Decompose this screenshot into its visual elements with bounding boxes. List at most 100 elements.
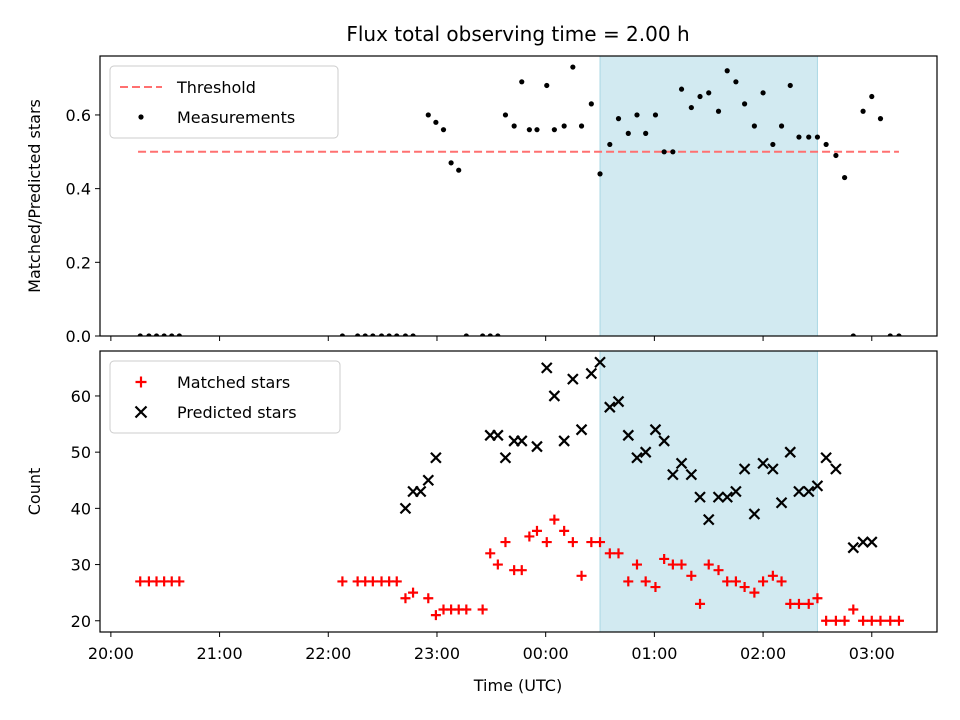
y-tick-label: 20 <box>71 612 91 631</box>
measurements-point <box>362 333 368 336</box>
matched-stars-point <box>650 582 661 593</box>
measurements-point <box>578 123 585 129</box>
measurements-point <box>814 134 821 140</box>
y-axis-title: Matched/Predicted stars <box>25 99 44 293</box>
x-tick-label: 00:00 <box>523 644 569 663</box>
measurements-point <box>448 160 454 166</box>
measurements-point <box>495 333 501 336</box>
matched-stars-point <box>676 559 687 570</box>
y-tick-label: 30 <box>71 556 91 575</box>
measurements-point <box>634 112 640 118</box>
predicted-stars-point <box>857 536 869 548</box>
predicted-stars-point <box>492 429 504 442</box>
matched-stars-point <box>576 570 587 581</box>
measurements-point <box>425 112 431 118</box>
legend-label-measurements: Measurements <box>177 108 295 127</box>
matched-stars-point <box>567 537 578 548</box>
y-tick-label: 0.4 <box>66 180 91 199</box>
matched-stars-point <box>793 598 804 609</box>
legend-label-predicted-stars: Predicted stars <box>177 403 297 422</box>
measurements-point <box>652 112 659 118</box>
predicted-stars-point <box>757 457 769 470</box>
x-tick-label: 22:00 <box>305 644 351 663</box>
chart-title: Flux total observing time = 2.00 h <box>346 22 689 46</box>
predicted-stars-point <box>685 468 698 481</box>
measurements-point <box>551 127 557 133</box>
matched-stars-point <box>686 570 697 581</box>
measurements-point <box>896 333 902 336</box>
measurements-point <box>823 141 829 148</box>
predicted-stars-point <box>767 463 779 475</box>
measurements-point <box>519 79 525 85</box>
matched-stars-point <box>477 604 488 615</box>
predicted-stars-point <box>675 457 688 470</box>
matched-stars-point <box>703 559 714 570</box>
measurements-point <box>760 90 766 96</box>
observing-window-span <box>599 55 818 337</box>
matched-stars-point <box>423 593 434 604</box>
measurements-point <box>724 68 730 74</box>
measurements-point <box>877 116 884 122</box>
matched-stars-point <box>516 565 527 576</box>
legend-label-matched-stars: Matched stars <box>177 373 290 392</box>
legend-box <box>109 360 341 434</box>
matched-stars-point <box>848 604 859 615</box>
measurements-point <box>688 104 694 111</box>
matched-stars-point <box>500 537 511 548</box>
predicted-stars-point <box>721 491 733 503</box>
measurements-point <box>570 64 576 70</box>
measurements-point <box>511 123 517 129</box>
predicted-stars-point <box>811 480 824 492</box>
measurements-point <box>706 90 712 96</box>
measurements-point <box>661 149 667 155</box>
measurements-point <box>643 130 649 136</box>
predicted-stars-point <box>422 474 435 487</box>
matched-stars-point <box>722 576 733 587</box>
matched-stars-point <box>667 559 678 570</box>
measurements-point <box>544 82 550 89</box>
measurements-point <box>770 141 776 148</box>
plot-data <box>137 64 902 336</box>
legend-swatch-measurements <box>138 114 144 120</box>
predicted-stars-point <box>830 463 842 475</box>
matched-stars-point <box>885 615 896 626</box>
matched-stars-point <box>830 615 841 626</box>
predicted-stars-point <box>575 423 588 436</box>
measurements-point <box>137 333 143 336</box>
x-tick-label: 20:00 <box>88 644 134 663</box>
matched-stars-point <box>623 576 634 587</box>
matched-stars-point <box>400 593 411 604</box>
matched-stars-point <box>893 615 904 626</box>
x-tick-label: 23:00 <box>414 644 460 663</box>
measurements-point <box>456 167 462 173</box>
predicted-stars-point <box>784 446 797 458</box>
measurements-point <box>678 86 685 92</box>
measurements-point <box>534 127 540 133</box>
predicted-stars-point <box>631 452 643 464</box>
measurements-point <box>526 127 532 133</box>
predicted-stars-point <box>820 452 832 464</box>
panel-ratio: 0.0 0.2 0.4 0.6 Matched/Predicted stars Thres… <box>25 55 938 346</box>
predicted-stars-point <box>738 463 751 475</box>
predicted-stars-point <box>622 429 635 442</box>
predicted-stars-point <box>802 485 815 498</box>
predicted-stars-point <box>612 395 625 408</box>
y-tick-label: 40 <box>71 499 91 518</box>
matched-stars-point <box>821 615 832 626</box>
plot-frame <box>99 350 938 633</box>
matched-stars-point <box>866 615 877 626</box>
measurements-point <box>806 134 812 140</box>
predicted-stars-point <box>604 401 616 413</box>
matched-stars-point <box>337 576 348 587</box>
measurements-point <box>339 333 346 336</box>
measurements-point <box>176 333 182 336</box>
matched-stars-point <box>875 615 886 626</box>
measurements-point <box>386 333 392 336</box>
measurements-point <box>410 333 416 336</box>
predicted-stars-point <box>866 536 878 548</box>
x-tick-label: 21:00 <box>197 644 243 663</box>
matched-stars-point <box>135 576 146 587</box>
legend-box <box>109 65 339 139</box>
predicted-stars-point <box>649 423 662 436</box>
predicted-stars-point <box>540 362 553 374</box>
